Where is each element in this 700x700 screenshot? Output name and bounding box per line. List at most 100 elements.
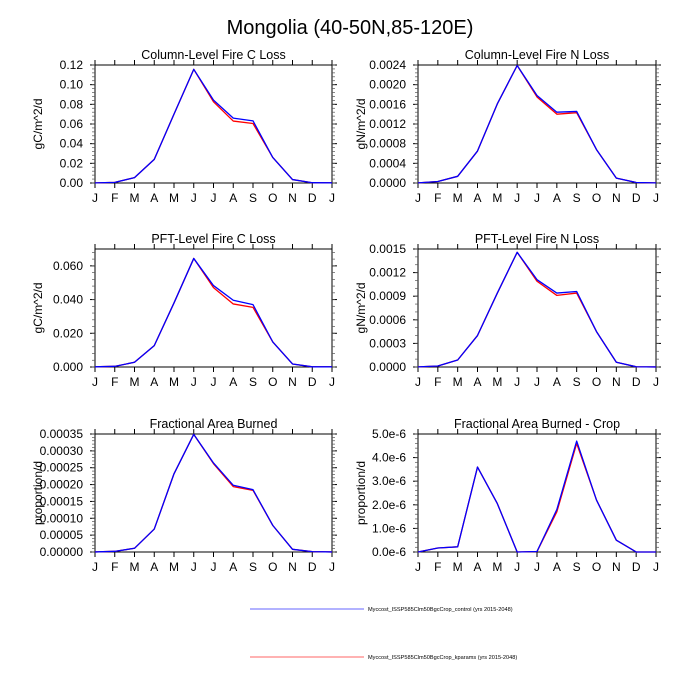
x-tick-label: A <box>553 375 561 389</box>
y-tick-label: 0.0016 <box>369 97 406 111</box>
x-tick-label: N <box>288 560 297 574</box>
x-tick-label: S <box>573 191 581 205</box>
plot-frame <box>94 433 333 553</box>
panel-title: Column-Level Fire N Loss <box>465 48 610 62</box>
panel-title: Column-Level Fire C Loss <box>141 48 286 62</box>
y-tick-label: 0.060 <box>53 259 83 273</box>
x-tick-label: F <box>434 560 441 574</box>
plot-frame <box>94 64 333 184</box>
plot-frame <box>417 64 657 184</box>
series-line-kparams <box>94 433 333 553</box>
y-tick-label: 0.0003 <box>369 336 406 350</box>
y-tick-label: 0.06 <box>60 117 84 131</box>
x-tick-label: A <box>553 191 561 205</box>
y-tick-label: 0.040 <box>53 293 83 307</box>
x-tick-label: D <box>632 191 641 205</box>
y-tick-label: 0.00030 <box>40 444 84 458</box>
legend-label-kparams: Myccost_ISSP585Clm50BgcCrop_kparams (yrs… <box>368 655 517 661</box>
y-tick-label: 0.020 <box>53 326 83 340</box>
x-tick-label: D <box>308 375 317 389</box>
x-tick-label: M <box>453 560 463 574</box>
series-line-control <box>94 68 333 184</box>
y-tick-label: 3.0e-6 <box>372 474 406 488</box>
x-tick-label: A <box>553 560 561 574</box>
y-tick-label: 0.0000 <box>369 360 406 374</box>
x-tick-label: O <box>268 191 277 205</box>
series-line-kparams <box>94 68 333 184</box>
x-tick-label: N <box>612 375 621 389</box>
y-tick-label: 0.0009 <box>369 289 406 303</box>
x-tick-label: J <box>514 560 520 574</box>
x-tick-label: O <box>268 375 277 389</box>
x-tick-label: J <box>653 191 659 205</box>
series-line-control <box>417 440 656 553</box>
x-tick-label: J <box>415 375 421 389</box>
y-tick-label: 0.0020 <box>369 78 406 92</box>
x-tick-label: A <box>150 191 158 205</box>
plot-frame <box>94 248 333 368</box>
x-tick-label: M <box>169 191 179 205</box>
x-tick-label: O <box>592 560 601 574</box>
x-tick-label: J <box>534 560 540 574</box>
x-tick-label: D <box>632 375 641 389</box>
legend: Myccost_ISSP585Clm50BgcCrop_control (yrs… <box>250 607 517 661</box>
x-tick-label: J <box>329 375 335 389</box>
x-tick-label: A <box>473 191 481 205</box>
x-tick-label: J <box>191 560 197 574</box>
plot-frame <box>417 248 657 368</box>
x-tick-label: M <box>492 560 502 574</box>
series-line-control <box>94 433 333 553</box>
x-tick-label: S <box>249 560 257 574</box>
panel-title: PFT-Level Fire C Loss <box>151 232 275 246</box>
x-tick-label: M <box>169 375 179 389</box>
x-tick-label: N <box>612 191 621 205</box>
y-tick-label: 0.0008 <box>369 137 406 151</box>
x-tick-label: J <box>92 560 98 574</box>
y-axis-label: proportion/d <box>354 461 368 525</box>
x-tick-label: M <box>453 191 463 205</box>
x-tick-label: M <box>492 191 502 205</box>
y-tick-label: 0.00000 <box>40 545 84 559</box>
x-tick-label: J <box>191 191 197 205</box>
x-tick-label: A <box>229 375 237 389</box>
panel-title: PFT-Level Fire N Loss <box>475 232 599 246</box>
x-tick-label: F <box>434 375 441 389</box>
x-tick-label: M <box>130 191 140 205</box>
y-tick-label: 0.00035 <box>40 427 84 441</box>
series-line-kparams <box>417 251 657 368</box>
y-axis-label: gN/m^2/d <box>354 99 368 150</box>
y-tick-label: 0.08 <box>60 97 84 111</box>
x-tick-label: M <box>492 375 502 389</box>
x-tick-label: J <box>653 375 659 389</box>
x-tick-label: A <box>229 191 237 205</box>
y-tick-label: 0.00 <box>60 176 84 190</box>
y-axis-label: gC/m^2/d <box>31 99 45 150</box>
y-tick-label: 0.00015 <box>40 494 84 508</box>
x-tick-label: F <box>434 191 441 205</box>
y-axis-label: gC/m^2/d <box>31 283 45 334</box>
y-tick-label: 0.0006 <box>369 313 406 327</box>
y-tick-label: 0.0015 <box>369 242 406 256</box>
x-tick-label: D <box>632 560 641 574</box>
x-tick-label: A <box>229 560 237 574</box>
x-tick-label: M <box>453 375 463 389</box>
x-tick-label: O <box>592 375 601 389</box>
x-tick-label: J <box>534 191 540 205</box>
x-tick-label: J <box>92 191 98 205</box>
figure-title: Mongolia (40-50N,85-120E) <box>227 17 474 39</box>
x-tick-label: S <box>573 375 581 389</box>
series-line-kparams <box>417 64 657 184</box>
y-tick-label: 1.0e-6 <box>372 521 406 535</box>
x-tick-label: N <box>612 560 621 574</box>
x-tick-label: O <box>268 560 277 574</box>
x-tick-label: J <box>329 560 335 574</box>
y-tick-label: 4.0e-6 <box>372 451 406 465</box>
x-tick-label: J <box>211 560 217 574</box>
x-tick-label: J <box>415 191 421 205</box>
